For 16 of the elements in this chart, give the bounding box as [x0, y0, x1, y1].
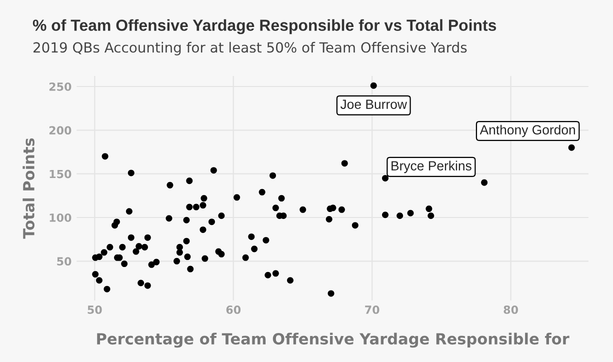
chart-subtitle: 2019 QBs Accounting for at least 50% of Team Offensive Yards [34, 42, 467, 56]
annotation: Joe Burrow [340, 100, 408, 109]
y-tick-label: 150 [50, 170, 72, 178]
y-axis-title: Total Points [22, 138, 34, 239]
annotation: Anthony Gordon [480, 124, 575, 138]
y-tick-label: 100 [50, 213, 72, 222]
x-tick-label: 80 [504, 306, 518, 314]
x-tick-label: 60 [226, 306, 241, 314]
y-tick-label: 250 [49, 82, 72, 91]
x-tick-label: 50 [88, 306, 102, 314]
x-axis-title: Percentage of Team Offensive Yardage Responsible for [97, 332, 570, 348]
y-tick-label: 200 [49, 126, 72, 135]
x-tick-label: 70 [365, 306, 380, 314]
annotation: Bryce Perkins [392, 160, 472, 174]
chart-title: % of Team Offensive Yardage Responsible for vs Total Points [32, 19, 496, 34]
y-tick-label: 50 [57, 257, 72, 266]
